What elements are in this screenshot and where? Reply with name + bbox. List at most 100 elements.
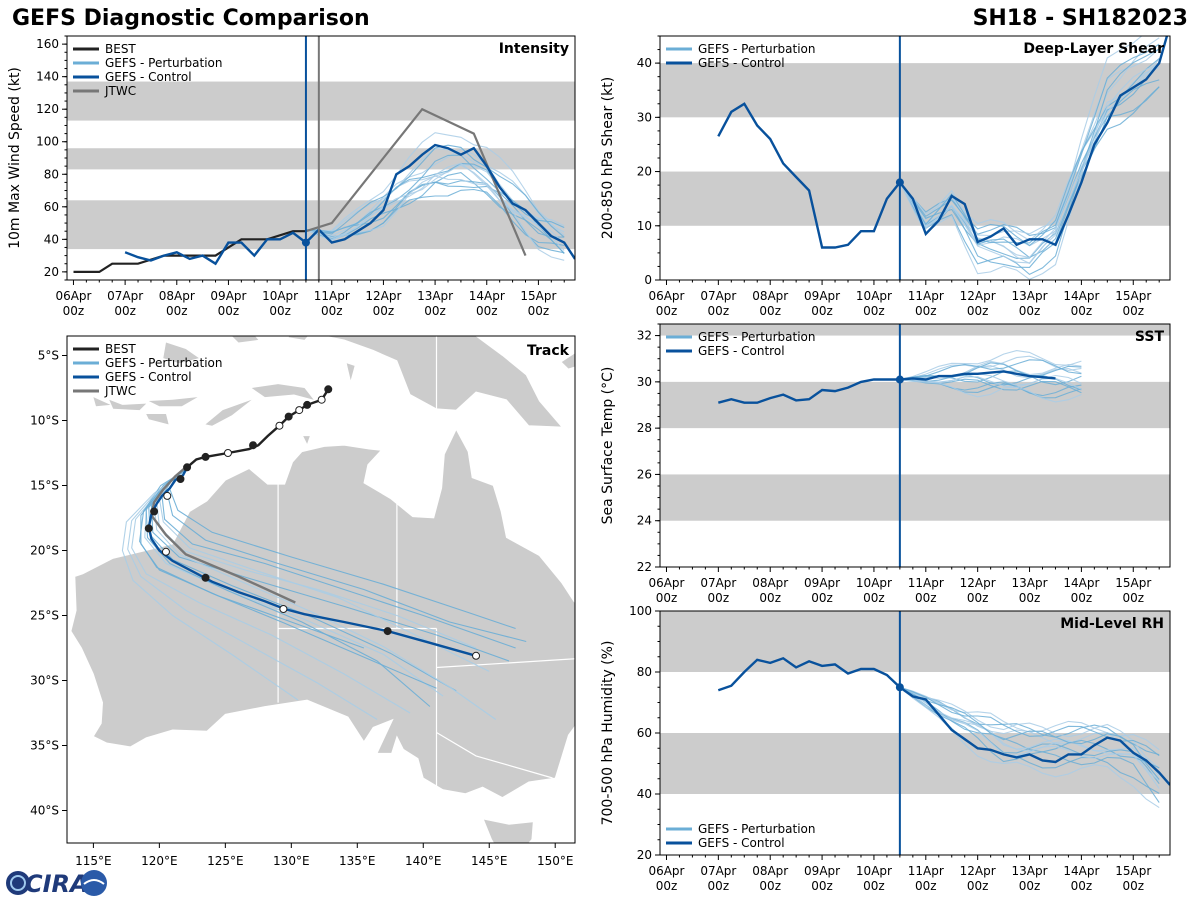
track-xtick-label: 150°E: [537, 854, 574, 868]
track-xtick-label: 145°E: [471, 854, 508, 868]
sst-perturbation-line: [899, 362, 1082, 381]
shear-y-axis-label: 200-850 hPa Shear (kt): [600, 77, 616, 239]
intensity-xtick-hour: 00z: [63, 304, 85, 318]
rh-xtick-hour: 00z: [967, 879, 989, 893]
rh-xtick-date: 10Apr: [856, 864, 892, 878]
sst-perturbation-line: [899, 350, 1082, 381]
rh-init-point: [895, 683, 904, 692]
island-landmass: [93, 397, 111, 407]
rh-ytick-label: 100: [629, 604, 652, 618]
intensity-legend-label: JTWC: [104, 84, 136, 98]
track-frame: [66, 335, 576, 844]
sst-legend-label: GEFS - Control: [698, 344, 785, 358]
track-control-marker: [163, 491, 172, 500]
sst-init-point: [895, 375, 904, 384]
intensity-perturbation-line: [305, 162, 565, 251]
intensity-xtick-date: 09Apr: [210, 289, 246, 303]
sst-control-line: [717, 370, 1056, 404]
rh-xtick-hour: 00z: [759, 879, 781, 893]
shear-xtick-hour: 00z: [915, 304, 937, 318]
intensity-xtick-hour: 00z: [114, 304, 136, 318]
sst-xtick-date: 09Apr: [804, 576, 840, 590]
track-panel: 115°E 120°E 125°E 130°E 135°E 140°E 145°E 150°E…: [30, 335, 576, 868]
intensity-ytick-label: 100: [36, 135, 59, 149]
shear-xtick-date: 13Apr: [1012, 289, 1048, 303]
track-best-marker: [223, 449, 232, 457]
shear-xtick-date: 08Apr: [752, 289, 788, 303]
track-xtick-label: 140°E: [405, 854, 442, 868]
island-landmass: [205, 399, 252, 426]
sst-threshold-band: [660, 324, 1170, 336]
shear-xtick-hour: 00z: [1019, 304, 1041, 318]
shear-perturbation-line: [899, 43, 1160, 244]
intensity-xtick-date: 11Apr: [314, 289, 350, 303]
track-legend-label: GEFS - Perturbation: [105, 356, 222, 370]
rh-xtick-date: 08Apr: [752, 864, 788, 878]
globe-icon: [6, 871, 30, 895]
rh-y-axis-label: 700-500 hPa Humidity (%): [600, 641, 616, 826]
shear-panel: 01020304006Apr00z07Apr00z08Apr00z09Apr00…: [600, 35, 1171, 318]
intensity-xtick-date: 08Apr: [159, 289, 195, 303]
intensity-ytick-label: 160: [36, 37, 59, 51]
sst-perturbation-line: [899, 359, 1082, 381]
track-xtick-label: 125°E: [207, 854, 244, 868]
intensity-ytick-label: 20: [44, 265, 59, 279]
shear-panel-title: Deep-Layer Shear: [1023, 41, 1164, 57]
rh-xtick-hour: 00z: [1071, 879, 1093, 893]
sst-panel: 22242628303206Apr00z07Apr00z08Apr00z09Ap…: [600, 323, 1171, 605]
shear-control-line: [717, 36, 1169, 249]
shear-ytick-label: 10: [637, 219, 652, 233]
track-best-marker: [295, 406, 304, 415]
intensity-ytick-label: 140: [36, 70, 59, 84]
rh-xtick-hour: 00z: [1019, 879, 1041, 893]
sst-perturbation-line: [899, 378, 1082, 394]
sst-xtick-date: 08Apr: [752, 576, 788, 590]
shear-xtick-hour: 00z: [967, 304, 989, 318]
intensity-xtick-hour: 00z: [424, 304, 446, 318]
track-best-marker: [275, 421, 284, 430]
shear-xtick-date: 07Apr: [700, 289, 736, 303]
intensity-ytick-label: 80: [44, 167, 59, 181]
sst-xtick-hour: 00z: [1019, 591, 1041, 605]
island-landmass: [148, 397, 198, 407]
shear-init-point: [895, 178, 904, 187]
track-best-marker: [249, 441, 258, 450]
intensity-panel: 2040608010012014016006Apr00z07Apr00z08Ap…: [7, 35, 576, 318]
sst-ytick-label: 30: [637, 375, 652, 389]
shear-threshold-band: [660, 171, 1170, 226]
intensity-best-line: [73, 230, 306, 273]
rh-control-line: [717, 656, 1170, 786]
sst-ytick-label: 24: [637, 514, 652, 528]
rh-xtick-date: 06Apr: [648, 864, 684, 878]
rh-ytick-label: 40: [637, 787, 652, 801]
track-ytick-label: 15°S: [30, 479, 59, 493]
rh-panel: 2040608010006Apr00z07Apr00z08Apr00z09Apr…: [600, 604, 1171, 893]
cira-logo-text: CIRA: [25, 870, 89, 898]
intensity-perturbation-line: [305, 175, 565, 261]
intensity-xtick-hour: 00z: [166, 304, 188, 318]
track-control-marker: [201, 573, 210, 582]
sst-xtick-date: 06Apr: [648, 576, 684, 590]
intensity-ytick-label: 60: [44, 200, 59, 214]
sst-xtick-date: 11Apr: [908, 576, 944, 590]
intensity-threshold-band: [67, 81, 575, 121]
intensity-jtwc-line: [305, 107, 527, 257]
track-best-marker: [284, 412, 293, 421]
intensity-xtick-date: 13Apr: [417, 289, 453, 303]
sst-xtick-hour: 00z: [759, 591, 781, 605]
shear-xtick-hour: 00z: [1122, 304, 1144, 318]
track-legend-label: JTWC: [104, 384, 136, 398]
intensity-control-line: [124, 143, 575, 266]
intensity-perturbation-line: [305, 162, 565, 233]
intensity-xtick-hour: 00z: [373, 304, 395, 318]
sst-xtick-hour: 00z: [863, 591, 885, 605]
rh-xtick-hour: 00z: [1122, 879, 1144, 893]
sst-xtick-date: 13Apr: [1012, 576, 1048, 590]
intensity-xtick-hour: 00z: [476, 304, 498, 318]
sst-xtick-date: 12Apr: [960, 576, 996, 590]
sst-xtick-hour: 00z: [708, 591, 730, 605]
rh-perturbation-line: [899, 686, 1160, 809]
track-perturbation-line: [127, 469, 378, 720]
track-xtick-label: 135°E: [339, 854, 376, 868]
shear-ytick-label: 20: [637, 165, 652, 179]
